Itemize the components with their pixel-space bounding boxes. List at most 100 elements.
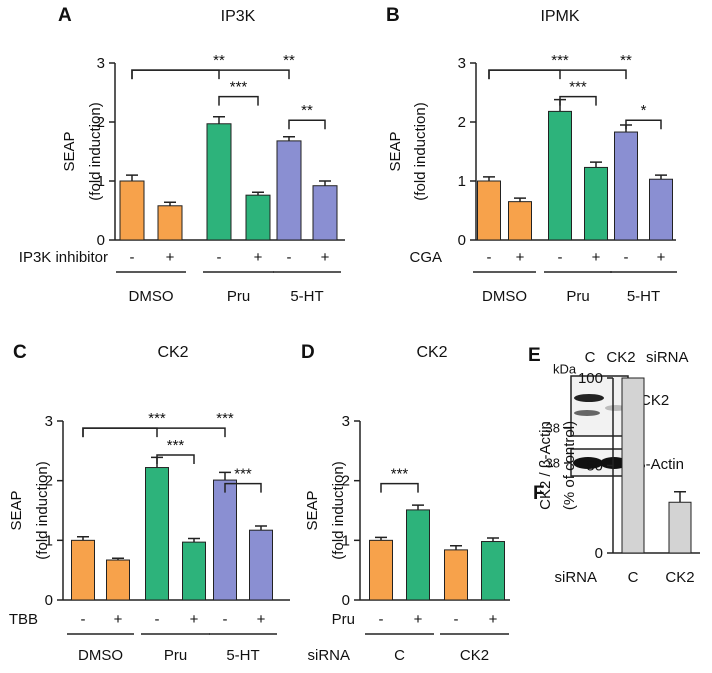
y-tick-label: 1 [45, 532, 53, 549]
group-label: 5-HT [290, 288, 323, 305]
significance-label: *** [230, 79, 248, 96]
group-label: CK2 [460, 647, 489, 664]
blot-band [574, 410, 600, 416]
y-axis-label: (fold induction) [412, 102, 429, 200]
treatment-sign: + [321, 249, 330, 266]
y-tick-label: 2 [97, 114, 105, 131]
treatment-sign: - [287, 249, 292, 266]
error-bar [112, 557, 124, 561]
bar [106, 559, 130, 601]
y-tick-label: 2 [342, 473, 350, 490]
panel-letter: D [301, 342, 315, 363]
lane-label: CK2 [606, 349, 635, 366]
error-bar [219, 471, 231, 481]
panel-letter: E [528, 345, 541, 366]
y-tick-label: 3 [45, 413, 53, 430]
lane-title: siRNA [646, 349, 689, 366]
group-label: DMSO [482, 288, 527, 305]
bar [444, 549, 468, 601]
significance-label: *** [569, 79, 587, 96]
treatment-sign: + [114, 611, 123, 628]
treatment-sign: - [624, 249, 629, 266]
error-bar [375, 536, 387, 541]
error-bar [674, 491, 686, 503]
bar [481, 541, 505, 601]
x-tick-label: C [628, 569, 639, 586]
error-bar [412, 504, 424, 510]
y-tick-label: 3 [97, 55, 105, 72]
group-label: DMSO [78, 647, 123, 664]
error-bar [487, 537, 499, 542]
error-bar [77, 536, 89, 541]
y-axis-label: (fold induction) [34, 461, 51, 559]
bar [312, 185, 338, 241]
bar [621, 377, 645, 554]
bar [206, 123, 232, 241]
bar [145, 467, 169, 601]
treatment-sign: - [155, 611, 160, 628]
error-bar [188, 537, 200, 543]
treatment-sign: + [254, 249, 263, 266]
error-bar [655, 174, 667, 180]
panel-letter: B [386, 5, 400, 26]
blot-unit: kDa [553, 361, 577, 376]
panel-letter: C [13, 342, 27, 363]
error-bar [590, 161, 602, 168]
treatment-sign: + [414, 611, 423, 628]
y-tick-label: 1 [97, 173, 105, 190]
y-tick-label: 0 [458, 232, 466, 249]
significance-label: *** [148, 410, 166, 427]
significance-label: *** [234, 466, 252, 483]
bar [213, 479, 237, 601]
y-axis-label: SEAP [8, 490, 25, 530]
y-tick-label: 1 [342, 532, 350, 549]
bar [71, 539, 95, 601]
y-tick-label: 0 [45, 592, 53, 609]
chart-title: CK2 [157, 344, 188, 361]
treatment-sign: - [130, 249, 135, 266]
bar [276, 140, 302, 241]
significance-label: ** [283, 52, 295, 69]
band-label: CK2 [640, 392, 669, 409]
chart-title: IP3K [221, 8, 256, 25]
blot-band [574, 394, 604, 402]
bar [477, 180, 501, 241]
significance-label: * [641, 102, 647, 119]
significance-label: *** [216, 410, 234, 427]
bar [649, 178, 673, 241]
treatment-sign: - [558, 249, 563, 266]
group-title: siRNA [554, 569, 597, 586]
marker-label: 38 [546, 420, 560, 435]
error-bar [126, 174, 138, 181]
treatment-sign: - [379, 611, 384, 628]
y-tick-label: 2 [45, 473, 53, 490]
bar [157, 205, 183, 241]
group-label: 5-HT [627, 288, 660, 305]
group-label: DMSO [129, 288, 174, 305]
group-label: C [394, 647, 405, 664]
treatment-sign: + [489, 611, 498, 628]
treatment-sign: + [257, 611, 266, 628]
error-bar [252, 191, 264, 196]
bar [369, 539, 393, 601]
lane-label: C [585, 349, 596, 366]
treatment-label: IP3K inhibitor [19, 249, 108, 266]
significance-label: ** [620, 52, 632, 69]
significance-bracket [131, 69, 290, 80]
group-label: Pru [227, 288, 250, 305]
error-bar [255, 525, 267, 531]
panel-letter: F [533, 483, 545, 504]
y-tick-label: 0 [595, 545, 603, 562]
treatment-sign: + [190, 611, 199, 628]
treatment-sign: + [516, 249, 525, 266]
treatment-sign: - [487, 249, 492, 266]
bar [406, 509, 430, 601]
bar [508, 201, 532, 241]
significance-bracket [488, 69, 627, 80]
y-axis-label: SEAP [304, 490, 321, 530]
significance-label: ** [213, 52, 225, 69]
error-bar [514, 197, 526, 202]
treatment-label: CGA [409, 249, 442, 266]
treatment-sign: - [81, 611, 86, 628]
